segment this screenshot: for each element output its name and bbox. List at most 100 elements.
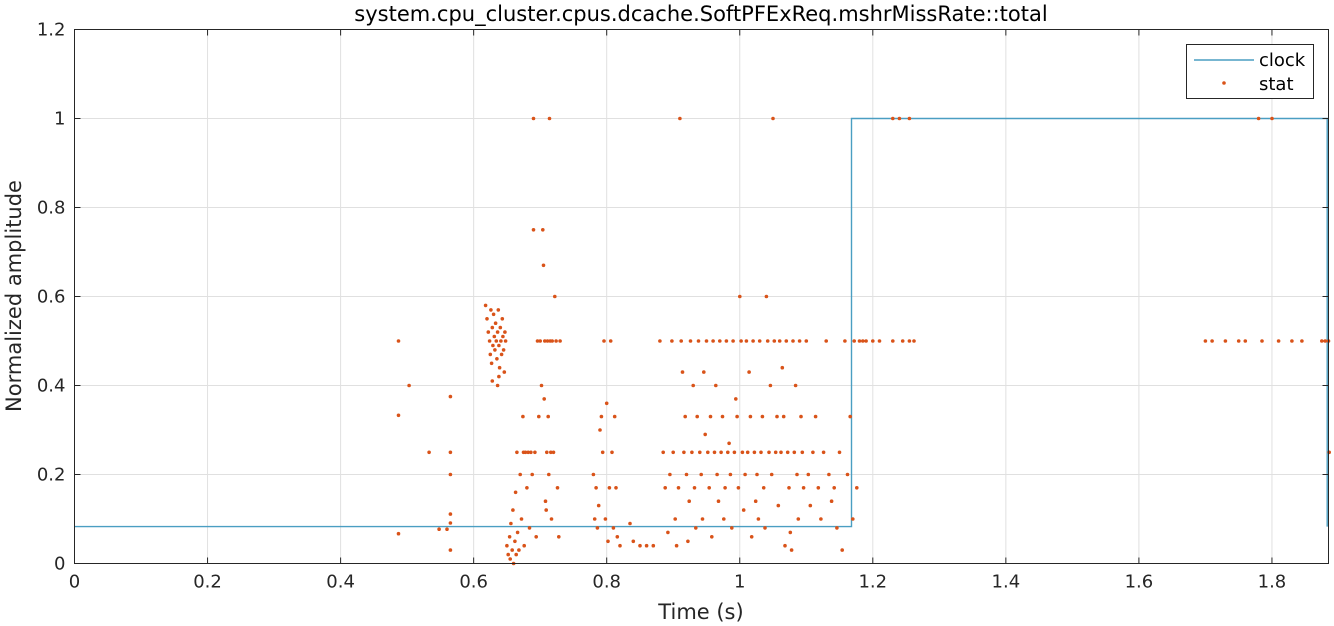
stat-point (760, 414, 765, 419)
stat-point (785, 450, 790, 455)
stat-point (776, 503, 781, 508)
stat-point (1210, 339, 1214, 343)
stat-point (505, 543, 509, 548)
x-tick-label: 0.2 (193, 572, 222, 593)
stat-point (753, 499, 758, 504)
stat-point (851, 517, 855, 521)
stat-point (596, 503, 601, 508)
stat-point (800, 450, 805, 455)
legend-box (1186, 44, 1314, 99)
stat-point (824, 339, 828, 343)
stat-point (819, 517, 823, 521)
stat-point (499, 339, 503, 343)
y-tick-label: 0.2 (37, 465, 66, 486)
y-tick-label: 0.8 (37, 198, 66, 219)
stat-point (861, 339, 865, 343)
stat-point (543, 499, 548, 504)
stat-point (796, 517, 801, 521)
stat-point (801, 486, 806, 490)
stat-point (534, 535, 538, 539)
stat-point (684, 472, 689, 477)
stat-point (769, 472, 774, 477)
stat-point (490, 325, 495, 330)
stat-point (797, 339, 802, 343)
stat-point (1290, 339, 1294, 343)
stat-point (513, 490, 518, 495)
stat-point (592, 517, 597, 521)
stat-point (1327, 450, 1331, 455)
stat-point (787, 486, 791, 490)
stat-point (545, 339, 550, 343)
stat-point (527, 526, 532, 530)
stat-point (691, 383, 695, 388)
stat-point (695, 414, 699, 419)
stat-point (827, 472, 831, 477)
stat-point (533, 450, 537, 455)
y-axis-label: Normalized amplitude (2, 180, 26, 412)
stat-point (539, 383, 544, 388)
stat-point (544, 508, 548, 512)
stat-point (396, 413, 401, 418)
stat-point (510, 548, 514, 552)
stat-point (1223, 339, 1228, 343)
stat-point (551, 450, 556, 455)
stat-point (541, 228, 545, 232)
stat-point (816, 486, 821, 490)
stat-point (501, 334, 505, 339)
stat-point (531, 228, 536, 232)
stat-point (407, 383, 411, 388)
stat-point (493, 321, 498, 326)
stat-point (900, 339, 905, 343)
stat-point (843, 339, 847, 343)
stat-point (835, 526, 839, 530)
stat-point (673, 517, 677, 521)
x-tick-label: 0.6 (459, 572, 488, 593)
stat-point (783, 543, 787, 548)
stat-point (1276, 339, 1281, 343)
stat-point (483, 303, 488, 308)
stat-point (663, 486, 667, 490)
stat-point (811, 450, 815, 455)
stat-point (706, 450, 710, 455)
stat-point (606, 539, 610, 544)
stat-point (506, 552, 511, 557)
stat-point (792, 450, 797, 455)
stat-point (610, 450, 614, 455)
stat-point (719, 450, 723, 455)
stat-point (494, 339, 499, 343)
stat-point (788, 530, 793, 535)
stat-point (690, 450, 694, 455)
chart-title: system.cpu_cluster.cpus.dcache.SoftPFExR… (354, 2, 1047, 27)
legend: clock stat (1186, 44, 1314, 99)
stat-point (666, 530, 670, 535)
stat-point (707, 486, 711, 490)
stat-point (523, 450, 528, 455)
stat-point (485, 317, 489, 321)
stat-point (682, 450, 686, 455)
stat-point (651, 543, 656, 548)
stat-point (795, 472, 799, 477)
stat-point (739, 339, 743, 343)
stat-point (852, 339, 856, 343)
stat-point (558, 339, 562, 343)
stat-point (764, 294, 769, 299)
stat-point (517, 548, 521, 552)
x-tick-label: 0 (69, 572, 80, 593)
stat-point (775, 414, 779, 419)
stat-point (602, 339, 606, 343)
stat-point (1300, 339, 1304, 343)
stat-point (692, 486, 697, 490)
stat-point (546, 414, 550, 419)
stat-point (448, 450, 453, 455)
stat-point (789, 548, 794, 552)
stat-point (744, 339, 749, 343)
stat-point (674, 543, 679, 548)
stat-point (891, 339, 895, 343)
x-tick-label: 0.8 (592, 572, 621, 593)
stat-point (784, 339, 789, 343)
stat-point (703, 432, 707, 437)
stat-point (777, 339, 782, 343)
stat-point (615, 535, 620, 539)
stat-point (531, 116, 536, 121)
stat-point (679, 339, 683, 343)
